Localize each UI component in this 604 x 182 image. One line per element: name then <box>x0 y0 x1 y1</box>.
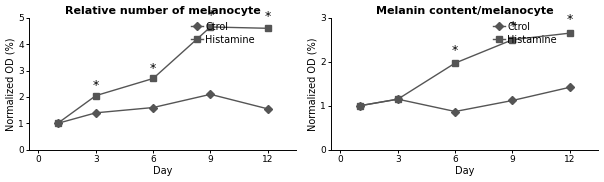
Text: *: * <box>92 79 99 92</box>
Histamine <box>509 39 516 41</box>
Text: *: * <box>567 13 573 26</box>
Histamine <box>566 32 573 34</box>
Line: Histamine: Histamine <box>55 24 271 126</box>
Ctrol <box>394 98 402 100</box>
Ctrol <box>150 106 157 109</box>
Histamine <box>394 98 402 100</box>
Text: *: * <box>265 10 271 23</box>
Ctrol <box>452 110 459 113</box>
Y-axis label: Normalized OD (%): Normalized OD (%) <box>307 37 318 130</box>
Ctrol <box>509 99 516 102</box>
X-axis label: Day: Day <box>153 167 172 176</box>
Y-axis label: Normalized OD (%): Normalized OD (%) <box>5 37 16 130</box>
Legend: Ctrol, Histamine: Ctrol, Histamine <box>491 20 559 47</box>
Title: Melanin content/melanocyte: Melanin content/melanocyte <box>376 6 553 15</box>
Text: *: * <box>150 62 156 74</box>
Ctrol <box>264 108 271 110</box>
Line: Ctrol: Ctrol <box>55 92 271 126</box>
Title: Relative number of melanocyte: Relative number of melanocyte <box>65 6 260 15</box>
Histamine <box>356 105 363 107</box>
Histamine <box>207 26 214 28</box>
Ctrol <box>92 112 100 114</box>
X-axis label: Day: Day <box>455 167 474 176</box>
Histamine <box>452 62 459 64</box>
Histamine <box>92 95 100 97</box>
Histamine <box>54 122 61 124</box>
Ctrol <box>356 105 363 107</box>
Histamine <box>264 27 271 29</box>
Histamine <box>150 77 157 80</box>
Text: *: * <box>509 20 516 33</box>
Line: Histamine: Histamine <box>357 30 573 108</box>
Text: *: * <box>452 44 458 57</box>
Ctrol <box>566 86 573 88</box>
Ctrol <box>54 122 61 124</box>
Line: Ctrol: Ctrol <box>357 84 573 114</box>
Ctrol <box>207 93 214 95</box>
Text: *: * <box>207 9 214 22</box>
Legend: Ctrol, Histamine: Ctrol, Histamine <box>189 20 257 47</box>
